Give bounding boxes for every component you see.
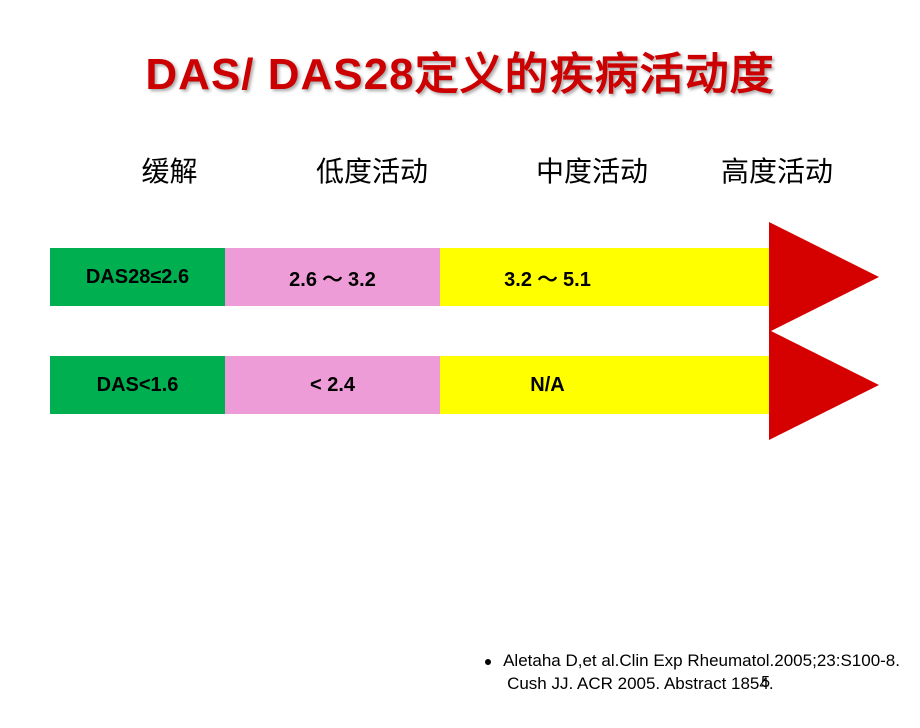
- das-seg-remission: DAS<1.6: [50, 356, 225, 414]
- citation-2: Cush JJ. ACR 2005. Abstract 1854.: [507, 673, 900, 696]
- citation-1-text: Aletaha D,et al.Clin Exp Rheumatol.2005;…: [503, 651, 900, 670]
- header-high: 高度活动: [697, 150, 857, 190]
- das-seg-high-stub: [655, 356, 770, 414]
- slide-title: DAS/ DAS28定义的疾病活动度: [0, 38, 920, 102]
- category-headers: 缓解 低度活动 中度活动 高度活动: [0, 150, 920, 190]
- header-remission: 缓解: [82, 150, 257, 190]
- das28-arrow-head-wrap: [770, 248, 880, 306]
- das28-seg-remission: DAS28≤2.6: [50, 248, 225, 306]
- citation-1: Aletaha D,et al.Clin Exp Rheumatol.2005;…: [507, 650, 900, 673]
- page-number: 5: [761, 674, 770, 692]
- citations: Aletaha D,et al.Clin Exp Rheumatol.2005;…: [507, 650, 900, 696]
- das-arrow-head: [769, 330, 879, 440]
- das28-seg-low: 2.6 ～ 3.2: [225, 248, 440, 306]
- das-seg-low: < 2.4: [225, 356, 440, 414]
- das28-seg-high-stub: [655, 248, 770, 306]
- das28-seg-moderate: 3.2 ～ 5.1: [440, 248, 655, 306]
- das-arrow-row: DAS<1.6 < 2.4 N/A: [50, 356, 880, 414]
- header-moderate: 中度活动: [487, 150, 697, 190]
- citation-2-text: Cush JJ. ACR 2005. Abstract 1854.: [507, 674, 773, 693]
- das28-arrow-head: [769, 222, 879, 332]
- das-seg-moderate: N/A: [440, 356, 655, 414]
- das28-arrow-row: DAS28≤2.6 2.6 ～ 3.2 3.2 ～ 5.1: [50, 248, 880, 306]
- header-low: 低度活动: [257, 150, 487, 190]
- bullet-icon: [485, 659, 491, 665]
- das-arrow-head-wrap: [770, 356, 880, 414]
